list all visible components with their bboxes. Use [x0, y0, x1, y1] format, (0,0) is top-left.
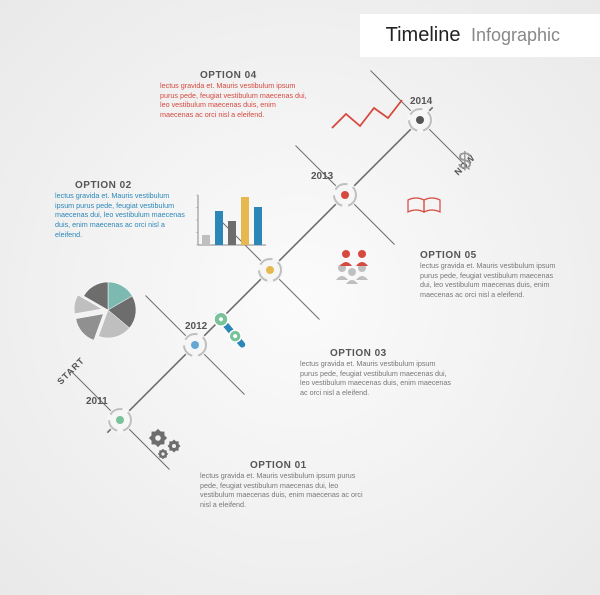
option-02: OPTION 02 lectus gravida et. Mauris vest… — [55, 180, 185, 240]
option-04-title: OPTION 04 — [200, 70, 310, 81]
option-01: OPTION 01 lectus gravida et. Mauris vest… — [200, 460, 370, 510]
option-04-body: lectus gravida et. Mauris vestibulum ips… — [160, 81, 310, 120]
option-05: OPTION 05 lectus gravida et. Mauris vest… — [420, 250, 560, 300]
svg-text:2012: 2012 — [185, 321, 208, 332]
option-01-title: OPTION 01 — [250, 460, 370, 471]
option-02-title: OPTION 02 — [75, 180, 185, 191]
svg-text:2014: 2014 — [410, 96, 433, 107]
svg-text:2011: 2011 — [86, 396, 108, 407]
timeline-infographic: Timeline Infographic 2011START2012201320… — [0, 0, 600, 595]
dollar-icon: $ — [458, 148, 471, 176]
option-03-title: OPTION 03 — [330, 348, 455, 359]
option-04: OPTION 04 lectus gravida et. Mauris vest… — [160, 70, 310, 120]
option-03: OPTION 03 lectus gravida et. Mauris vest… — [300, 348, 455, 398]
svg-text:2013: 2013 — [311, 171, 334, 182]
option-01-body: lectus gravida et. Mauris vestibulum ips… — [200, 471, 370, 510]
option-03-body: lectus gravida et. Mauris vestibulum ips… — [300, 359, 455, 398]
option-05-body: lectus gravida et. Mauris vestibulum ips… — [420, 261, 560, 300]
option-05-title: OPTION 05 — [420, 250, 560, 261]
option-02-body: lectus gravida et. Mauris vestibulum ips… — [55, 191, 185, 240]
